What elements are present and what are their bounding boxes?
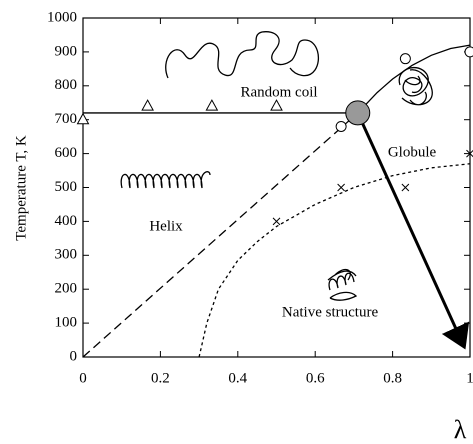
y-tick-label: 500 <box>55 179 78 195</box>
coil-icon <box>166 32 319 78</box>
y-tick-label: 800 <box>55 77 78 93</box>
cross-point <box>402 184 409 191</box>
annotation: Random coil <box>240 84 317 100</box>
x-tick-label: 0.2 <box>151 370 170 386</box>
annotation: Native structure <box>282 304 379 320</box>
y-axis-label: Temperature T, K <box>13 135 29 241</box>
y-tick-label: 0 <box>70 348 78 364</box>
cross-point <box>273 218 280 225</box>
x-tick-label: 0.4 <box>228 370 247 386</box>
helix-icon <box>121 172 210 188</box>
circle-point <box>465 47 473 57</box>
circle-point <box>400 54 410 64</box>
triangle-point <box>142 100 153 110</box>
x-axis-label: λ <box>454 415 467 444</box>
transition-point <box>346 101 370 125</box>
x-tick-label: 0.6 <box>306 370 325 386</box>
y-tick-label: 700 <box>55 111 78 127</box>
y-tick-label: 200 <box>55 281 78 297</box>
triangle-point <box>206 100 217 110</box>
y-tick-label: 600 <box>55 145 78 161</box>
x-tick-label: 0.8 <box>383 370 402 386</box>
x-tick-label: 1 <box>466 370 473 386</box>
triangle-point <box>78 114 89 124</box>
y-tick-label: 300 <box>55 247 78 263</box>
annotation: Helix <box>149 218 183 234</box>
y-tick-label: 900 <box>55 43 78 59</box>
curve <box>199 164 470 357</box>
y-tick-label: 1000 <box>47 9 77 25</box>
triangle-point <box>271 100 282 110</box>
annotation: Globule <box>388 144 437 160</box>
y-tick-label: 100 <box>55 315 78 331</box>
native-icon <box>328 270 356 301</box>
chart: Temperature T, K λ Random coil Globule H… <box>0 0 473 444</box>
globule-icon <box>399 68 432 105</box>
cross-point <box>338 184 345 191</box>
circle-point <box>336 121 346 131</box>
x-tick-label: 0 <box>79 370 87 386</box>
y-tick-label: 400 <box>55 213 78 229</box>
